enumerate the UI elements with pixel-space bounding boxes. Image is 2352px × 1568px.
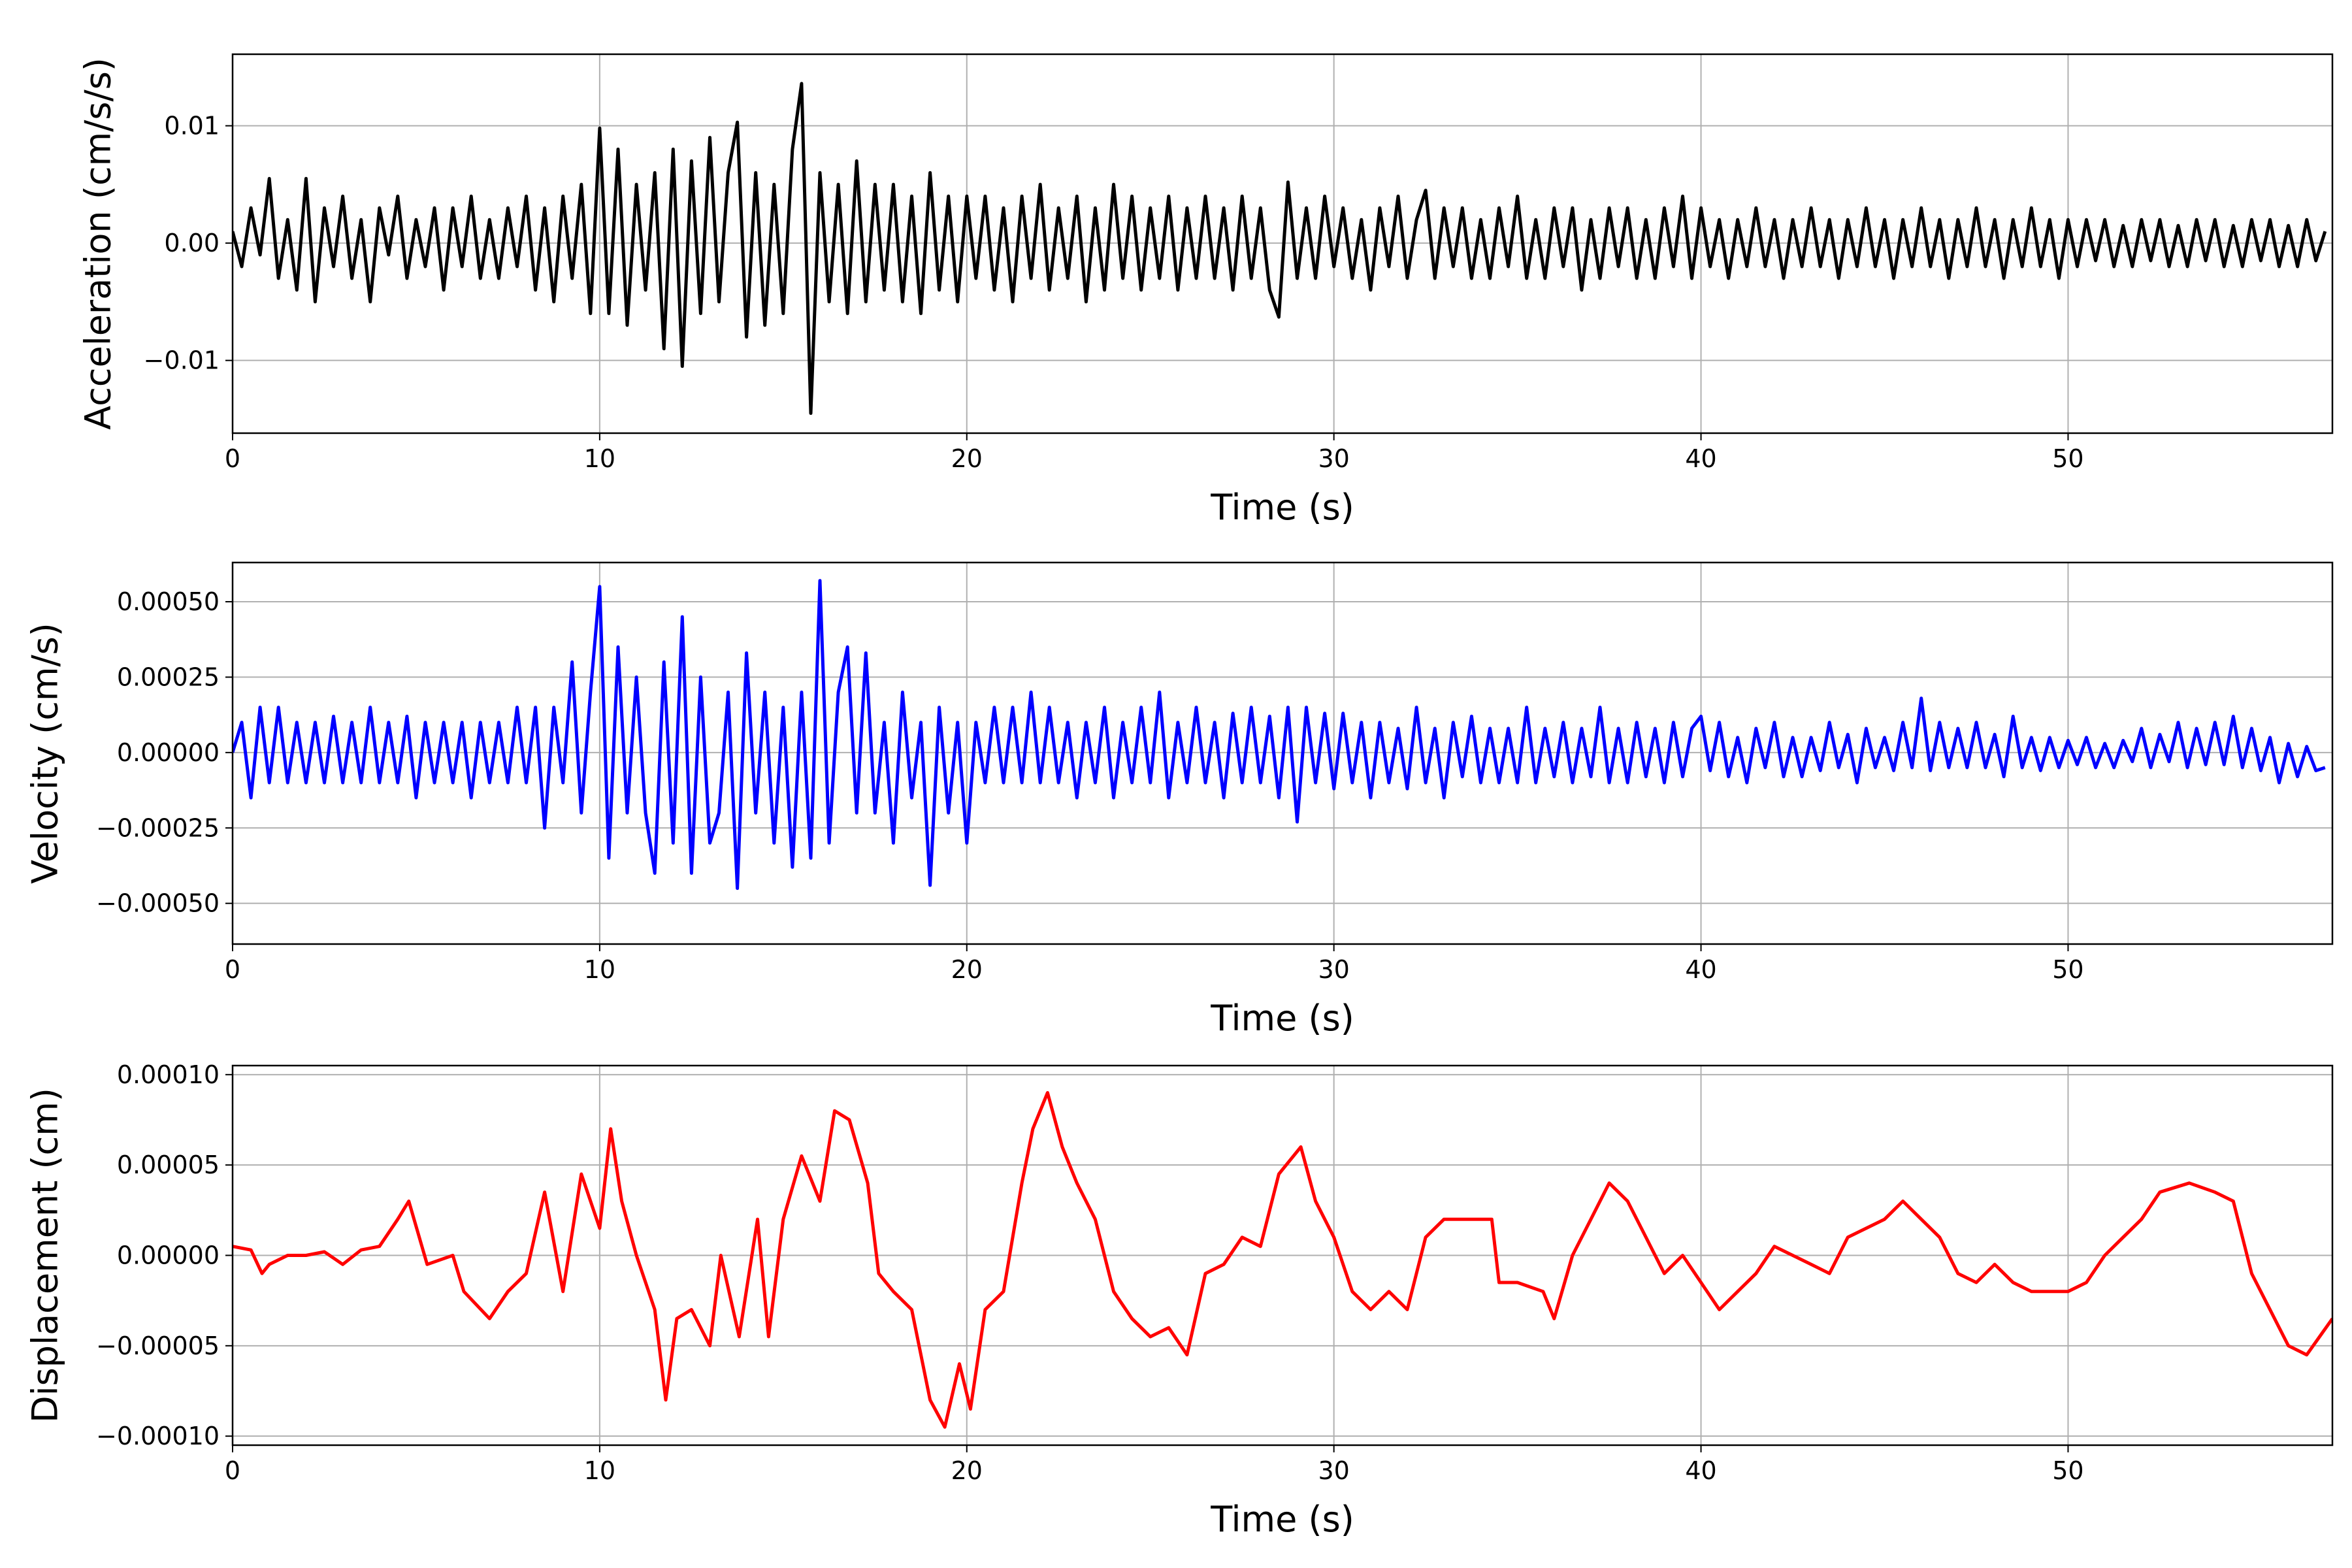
acceleration-series-line xyxy=(233,82,2327,415)
x-tick-label: 20 xyxy=(951,955,983,984)
x-tick-label: 50 xyxy=(2052,955,2083,984)
x-tick-label: 30 xyxy=(1318,1456,1349,1485)
acceleration-subplot: 0 10 20 30 40 50 0.01 0.00 −0.01 Time (s) Accelera… xyxy=(78,53,2334,528)
y-tick-label: −0.00010 xyxy=(96,1422,220,1450)
axes-frame xyxy=(231,561,2334,945)
y-tick-label: 0.00050 xyxy=(117,587,220,616)
velocity-subplot: 0 10 20 30 40 50 0.00050 0.00025 0.00000 −0.00025… xyxy=(25,561,2334,1039)
y-axis-label: Velocity (cm/s) xyxy=(25,623,66,884)
x-tick-label: 20 xyxy=(951,444,983,473)
axes-frame xyxy=(231,1064,2334,1446)
x-axis-label: Time (s) xyxy=(1210,487,1354,528)
y-axis-label: Acceleration (cm/s/s) xyxy=(78,57,119,430)
axes-frame xyxy=(231,53,2334,434)
y-axis-label: Displacement (cm) xyxy=(25,1088,66,1423)
x-axis-label: Time (s) xyxy=(1210,1499,1354,1540)
velocity-series-line xyxy=(233,579,2326,890)
x-tick-label: 40 xyxy=(1685,444,1716,473)
x-tick-label: 0 xyxy=(225,955,240,984)
x-tick-label: 0 xyxy=(225,1456,240,1485)
y-tick-label: −0.00005 xyxy=(96,1331,220,1360)
y-tick-label: −0.01 xyxy=(144,346,220,375)
y-tick-label: 0.00000 xyxy=(117,1241,220,1270)
y-tick-label: 0.00 xyxy=(164,229,220,257)
x-tick-label: 0 xyxy=(225,444,240,473)
x-tick-label: 40 xyxy=(1685,1456,1716,1485)
x-tick-label: 10 xyxy=(584,955,615,984)
y-tick-label: 0.01 xyxy=(164,112,220,140)
x-tick-label: 10 xyxy=(584,444,615,473)
x-tick-label: 20 xyxy=(951,1456,983,1485)
x-tick-label: 30 xyxy=(1318,444,1349,473)
x-tick-label: 30 xyxy=(1318,955,1349,984)
x-tick-label: 50 xyxy=(2052,444,2083,473)
x-tick-label: 40 xyxy=(1685,955,1716,984)
displacement-series-line xyxy=(233,1091,2332,1429)
displacement-subplot: 0 10 20 30 40 50 0.00010 0.00005 0.00000 −0.00005… xyxy=(25,1060,2334,1540)
y-tick-label: −0.00025 xyxy=(96,813,220,842)
y-tick-label: 0.00005 xyxy=(117,1151,220,1179)
y-tick-label: 0.00000 xyxy=(117,738,220,767)
y-tick-label: −0.00050 xyxy=(96,889,220,918)
y-tick-label: 0.00010 xyxy=(117,1060,220,1089)
y-tick-label: 0.00025 xyxy=(117,662,220,691)
x-axis-label: Time (s) xyxy=(1210,998,1354,1039)
x-tick-label: 10 xyxy=(584,1456,615,1485)
x-tick-label: 50 xyxy=(2052,1456,2083,1485)
